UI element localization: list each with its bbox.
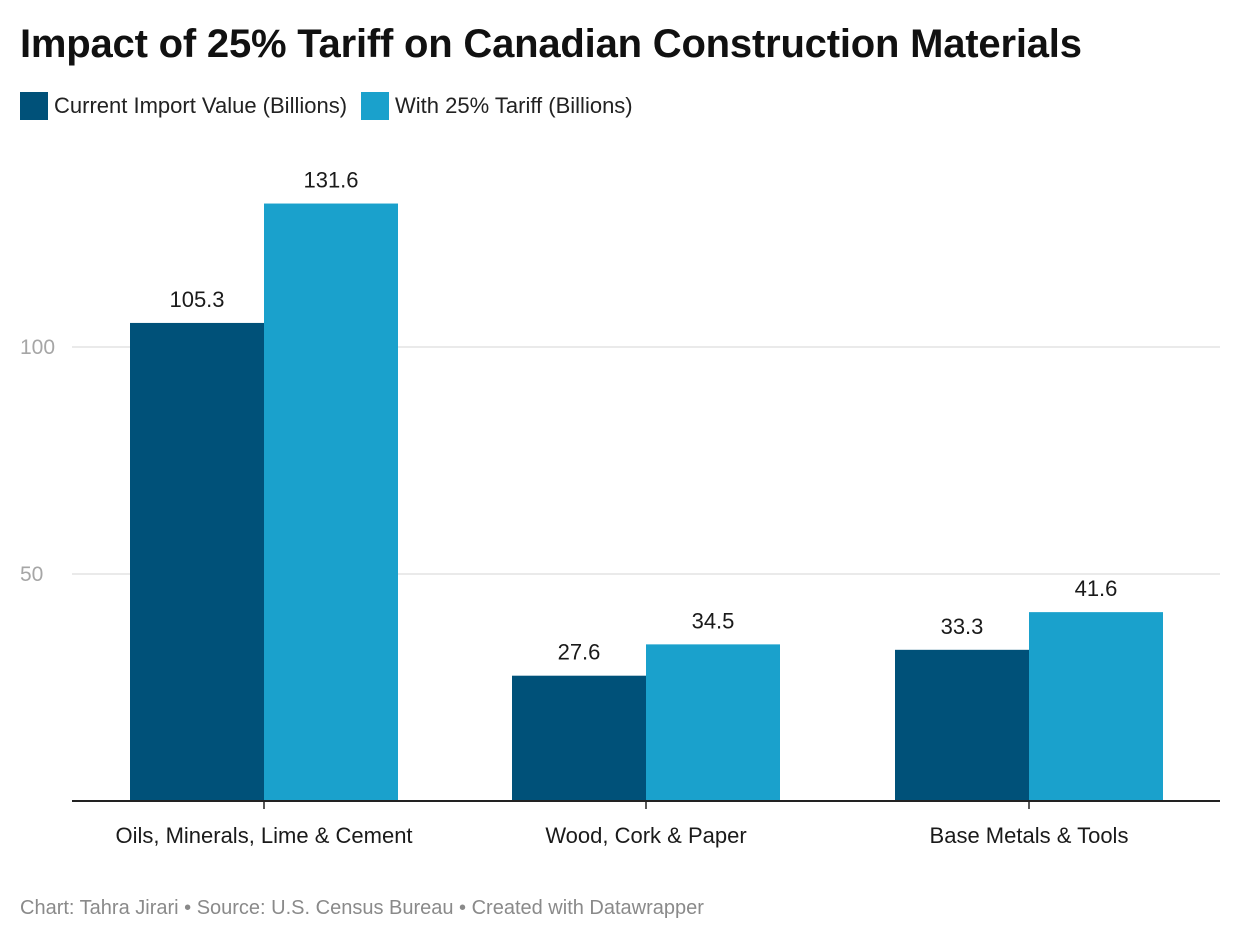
- y-tick-label-100: 100: [20, 336, 55, 359]
- legend-label-current: Current Import Value (Billions): [54, 93, 348, 118]
- data-label-current-1: 27.6: [558, 640, 601, 665]
- bar-current-0: [130, 322, 264, 801]
- legend-label-tariff: With 25% Tariff (Billions): [395, 93, 633, 118]
- data-label-tariff-0: 131.6: [303, 168, 358, 193]
- data-label-tariff-1: 34.5: [692, 608, 735, 633]
- data-label-current-0: 105.3: [169, 287, 224, 312]
- bar-current-1: [512, 675, 646, 801]
- legend: Current Import Value (Billions) With 25%…: [20, 92, 647, 120]
- chart-title: Impact of 25% Tariff on Canadian Constru…: [20, 22, 1082, 66]
- x-tick-label-2: Base Metals & Tools: [930, 823, 1129, 848]
- legend-swatch-tariff: [361, 92, 390, 120]
- legend-item-current: Current Import Value (Billions): [20, 92, 347, 120]
- bar-tariff-0: [264, 203, 398, 801]
- x-tick-label-0: Oils, Minerals, Lime & Cement: [115, 823, 412, 848]
- data-label-tariff-2: 41.6: [1075, 576, 1118, 601]
- bar-current-2: [895, 649, 1029, 801]
- legend-swatch-current: [20, 92, 48, 120]
- legend-item-tariff: With 25% Tariff (Billions): [361, 92, 633, 120]
- x-tick-label-1: Wood, Cork & Paper: [545, 823, 746, 848]
- bar-tariff-1: [646, 644, 780, 801]
- data-label-current-2: 33.3: [941, 614, 984, 639]
- bar-tariff-2: [1029, 612, 1163, 801]
- chart-footer: Chart: Tahra Jirari • Source: U.S. Censu…: [20, 897, 704, 919]
- y-tick-label-50: 50: [20, 563, 43, 586]
